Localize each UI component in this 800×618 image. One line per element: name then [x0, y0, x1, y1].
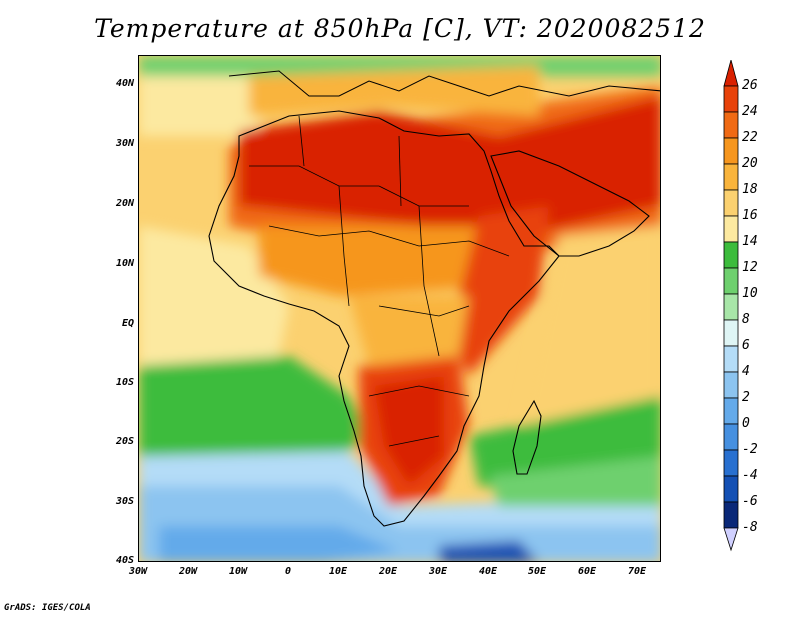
lon-label-30e: 30E: [428, 566, 448, 577]
colorbar-swatch: [723, 85, 739, 113]
colorbar-tick-label: 12: [742, 260, 758, 275]
lat-label-30s: 30S: [115, 496, 134, 507]
africa-coastline: [208, 110, 560, 527]
colorbar-tick-label: 10: [742, 286, 758, 301]
lat-label-10n: 10N: [115, 258, 134, 269]
lon-label-50e: 50E: [527, 566, 547, 577]
colorbar-swatch: [723, 267, 739, 295]
colorbar-tick-label: 18: [742, 182, 758, 197]
chart-title: Temperature at 850hPa [C], VT: 202008251…: [94, 14, 706, 43]
colorbar-tick-label: -6: [742, 494, 758, 509]
colorbar-tick-label: 24: [742, 104, 758, 119]
lon-label-20w: 20W: [178, 566, 198, 577]
colorbar-cap-low: [723, 527, 739, 552]
field-southern-deep-blue: [439, 541, 538, 561]
madagascar-coastline: [512, 399, 542, 475]
field-sahel: [259, 226, 519, 296]
colorbar-tick-label: 22: [742, 130, 758, 145]
colorbar-swatch: [723, 241, 739, 269]
lat-label-eq: EQ: [121, 318, 134, 329]
field-south-atlantic-green: [139, 356, 369, 466]
colorbar-tick-label: 4: [742, 364, 750, 379]
colorbar-swatch: [723, 423, 739, 451]
colorbar-swatch: [723, 371, 739, 399]
colorbar-swatch: [723, 111, 739, 139]
colorbar-tick-label: 0: [742, 416, 750, 431]
colorbar-tick-label: -8: [742, 520, 758, 535]
lon-label-40e: 40E: [478, 566, 498, 577]
lon-label-0: 0: [284, 566, 292, 577]
field-indian-light-green: [489, 456, 660, 506]
colorbar-swatch: [723, 345, 739, 373]
field-southern-africa-core: [374, 376, 444, 486]
colorbar-swatch: [723, 189, 739, 217]
lon-label-70e: 70E: [627, 566, 647, 577]
colorbar-cap-high: [723, 60, 739, 87]
colorbar-tick-label: 14: [742, 234, 758, 249]
lat-label-40n: 40N: [115, 78, 134, 89]
field-congo: [349, 296, 469, 366]
country-borders: [249, 115, 510, 447]
colorbar-swatch: [723, 501, 739, 529]
field-southern-mid-blue: [159, 526, 399, 561]
field-atlantic-eq: [139, 226, 289, 386]
europe-coastline: [228, 70, 660, 97]
field-atlantic-north: [139, 76, 259, 136]
colorbar-tick-label: 26: [742, 78, 758, 93]
field-mediterranean: [249, 66, 539, 116]
lon-label-10w: 10W: [228, 566, 248, 577]
credit-text: GrADS: IGES/COLA: [4, 603, 91, 613]
colorbar-tick-label: 2: [742, 390, 750, 405]
colorbar-swatch: [723, 449, 739, 477]
colorbar-swatch: [723, 293, 739, 321]
arabia-coastline: [490, 150, 650, 257]
lat-label-40s: 40S: [115, 555, 134, 566]
lat-label-20n: 20N: [115, 198, 134, 209]
colorbar-swatch: [723, 163, 739, 191]
colorbar-tick-label: -2: [742, 442, 758, 457]
lon-label-10e: 10E: [328, 566, 348, 577]
lat-label-30n: 30N: [115, 138, 134, 149]
map-panel: [138, 55, 661, 562]
lon-label-60e: 60E: [577, 566, 597, 577]
lon-label-20e: 20E: [378, 566, 398, 577]
colorbar-tick-label: 8: [742, 312, 750, 327]
colorbar-swatch: [723, 137, 739, 165]
colorbar-tick-label: 20: [742, 156, 758, 171]
colorbar-tick-label: 16: [742, 208, 758, 223]
field-sahara-hot: [239, 96, 660, 236]
temperature-field-map: [139, 56, 660, 561]
lon-label-30w: 30W: [128, 566, 148, 577]
field-indian-yellow: [519, 226, 660, 426]
colorbar-tick-label: -4: [742, 468, 758, 483]
colorbar-swatch: [723, 397, 739, 425]
field-east-africa: [449, 206, 549, 376]
colorbar-swatch: [723, 475, 739, 503]
colorbar-swatch: [723, 319, 739, 347]
lat-label-10s: 10S: [115, 377, 134, 388]
colorbar: [723, 60, 739, 552]
colorbar-swatch: [723, 215, 739, 243]
colorbar-tick-label: 6: [742, 338, 750, 353]
lat-label-20s: 20S: [115, 436, 134, 447]
